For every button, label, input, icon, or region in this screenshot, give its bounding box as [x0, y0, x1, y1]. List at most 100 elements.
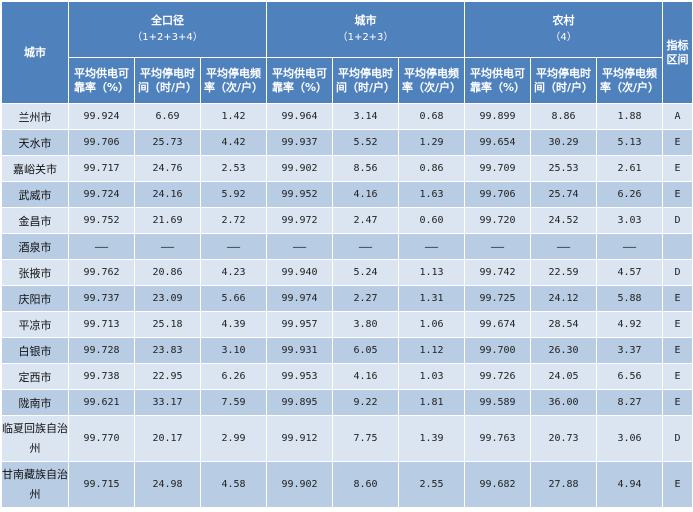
- value-cell: 4.57: [596, 259, 664, 286]
- value-cell: 5.13: [596, 129, 664, 156]
- value-cell: 99.724: [68, 181, 135, 208]
- value-cell: 99.902: [266, 155, 334, 182]
- value-cell: 8.56: [332, 155, 400, 182]
- value-cell: 25.74: [530, 181, 598, 208]
- value-cell: 1.06: [398, 311, 466, 338]
- metric-header-outage-time: 平均停电时间（时/户）: [530, 57, 598, 104]
- city-name-cell: 陇南市: [1, 389, 69, 416]
- value-cell: ——: [464, 233, 532, 260]
- group-header-all: 全口径 （1+2+3+4）: [67, 1, 268, 58]
- group-subtitle: （4）: [550, 32, 577, 43]
- value-cell: 21.69: [134, 207, 201, 234]
- value-cell: 99.940: [266, 259, 334, 286]
- value-cell: 99.924: [68, 103, 135, 130]
- value-cell: 0.68: [398, 103, 466, 130]
- index-range-cell: E: [662, 285, 693, 312]
- table-row: 嘉峪关市 99.717 24.76 2.53 99.902 8.56 0.86 99.709 2…: [1, 155, 693, 182]
- value-cell: 25.18: [134, 311, 201, 338]
- value-cell: 3.14: [332, 103, 400, 130]
- value-cell: 6.26: [199, 363, 268, 390]
- value-cell: 4.94: [596, 461, 664, 508]
- table-row: 定西市 99.738 22.95 6.26 99.953 4.16 1.03 99.726 24…: [1, 363, 693, 390]
- table-row: 天水市 99.706 25.73 4.42 99.937 5.52 1.29 99.654 30…: [1, 129, 693, 156]
- table-row: 张掖市 99.762 20.86 4.23 99.940 5.24 1.13 99.742 22…: [1, 259, 693, 286]
- value-cell: 99.762: [68, 259, 135, 286]
- value-cell: ——: [68, 233, 135, 260]
- value-cell: 99.725: [464, 285, 532, 312]
- value-cell: 99.706: [68, 129, 135, 156]
- index-range-cell: D: [662, 207, 693, 234]
- table-row: 酒泉市 —— —— —— —— —— —— —— —— ——: [1, 233, 693, 260]
- value-cell: 0.86: [398, 155, 466, 182]
- value-cell: 1.03: [398, 363, 466, 390]
- table-row: 平凉市 99.713 25.18 4.39 99.957 3.80 1.06 99.674 28…: [1, 311, 693, 338]
- table-body: 兰州市 99.924 6.69 1.42 99.964 3.14 0.68 99.899 8.8…: [1, 103, 693, 508]
- value-cell: 5.88: [596, 285, 664, 312]
- value-cell: 1.39: [398, 415, 466, 462]
- value-cell: 8.86: [530, 103, 598, 130]
- value-cell: 24.76: [134, 155, 201, 182]
- value-cell: ——: [596, 233, 664, 260]
- value-cell: 20.86: [134, 259, 201, 286]
- value-cell: 99.728: [68, 337, 135, 364]
- index-range-cell: D: [662, 415, 693, 462]
- value-cell: 8.27: [596, 389, 664, 416]
- value-cell: 6.26: [596, 181, 664, 208]
- value-cell: 24.52: [530, 207, 598, 234]
- group-header-rural: 农村 （4）: [464, 1, 664, 58]
- value-cell: 23.09: [134, 285, 201, 312]
- value-cell: ——: [266, 233, 334, 260]
- value-cell: 2.47: [332, 207, 400, 234]
- value-cell: 99.738: [68, 363, 135, 390]
- value-cell: 1.42: [199, 103, 268, 130]
- metric-header-reliability: 平均供电可靠率（%）: [266, 57, 334, 104]
- value-cell: 2.55: [398, 461, 466, 508]
- value-cell: 5.66: [199, 285, 268, 312]
- value-cell: 24.05: [530, 363, 598, 390]
- value-cell: 4.92: [596, 311, 664, 338]
- group-subtitle: （1+2+3）: [337, 32, 394, 43]
- value-cell: 22.95: [134, 363, 201, 390]
- value-cell: 99.964: [266, 103, 334, 130]
- value-cell: 99.972: [266, 207, 334, 234]
- value-cell: 5.92: [199, 181, 268, 208]
- value-cell: 2.27: [332, 285, 400, 312]
- value-cell: 24.98: [134, 461, 201, 508]
- value-cell: 99.974: [266, 285, 334, 312]
- value-cell: 1.13: [398, 259, 466, 286]
- value-cell: 99.674: [464, 311, 532, 338]
- value-cell: 1.12: [398, 337, 466, 364]
- value-cell: 2.61: [596, 155, 664, 182]
- city-name-cell: 定西市: [1, 363, 69, 390]
- value-cell: ——: [134, 233, 201, 260]
- value-cell: 4.16: [332, 363, 400, 390]
- city-name-cell: 嘉峪关市: [1, 155, 69, 182]
- index-range-cell: E: [662, 311, 693, 338]
- city-name-cell: 临夏回族自治州: [1, 415, 69, 462]
- table-row: 兰州市 99.924 6.69 1.42 99.964 3.14 0.68 99.899 8.8…: [1, 103, 693, 130]
- index-range-cell: E: [662, 337, 693, 364]
- value-cell: 99.706: [464, 181, 532, 208]
- value-cell: 1.63: [398, 181, 466, 208]
- table-row: 甘南藏族自治州 99.715 24.98 4.58 99.902 8.60 2.55 99.6…: [1, 461, 693, 508]
- value-cell: 20.17: [134, 415, 201, 462]
- value-cell: 20.73: [530, 415, 598, 462]
- value-cell: 5.52: [332, 129, 400, 156]
- value-cell: 1.88: [596, 103, 664, 130]
- table-row: 庆阳市 99.737 23.09 5.66 99.974 2.27 1.31 99.725 24…: [1, 285, 693, 312]
- value-cell: 99.682: [464, 461, 532, 508]
- value-cell: 99.931: [266, 337, 334, 364]
- table-row: 陇南市 99.621 33.17 7.59 99.895 9.22 1.81 99.589 36…: [1, 389, 693, 416]
- table-row: 临夏回族自治州 99.770 20.17 2.99 99.912 7.75 1.39 99.7…: [1, 415, 693, 462]
- value-cell: 2.53: [199, 155, 268, 182]
- value-cell: 26.30: [530, 337, 598, 364]
- metric-header-outage-frequency: 平均停电频率（次/户）: [199, 57, 268, 104]
- value-cell: 99.713: [68, 311, 135, 338]
- value-cell: 99.902: [266, 461, 334, 508]
- value-cell: 99.752: [68, 207, 135, 234]
- index-range-header: 指标区间: [662, 1, 693, 104]
- city-name-cell: 庆阳市: [1, 285, 69, 312]
- value-cell: 4.58: [199, 461, 268, 508]
- group-subtitle: （1+2+3+4）: [132, 32, 203, 43]
